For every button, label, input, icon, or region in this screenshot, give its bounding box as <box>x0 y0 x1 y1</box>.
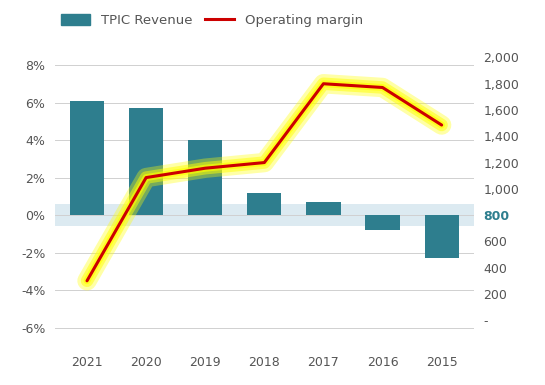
Bar <box>247 192 281 215</box>
Bar <box>54 204 474 226</box>
Bar <box>365 215 399 230</box>
Bar <box>188 140 222 215</box>
Bar <box>306 202 341 215</box>
Bar <box>70 100 104 215</box>
Legend: TPIC Revenue, Operating margin: TPIC Revenue, Operating margin <box>61 14 363 27</box>
Bar <box>425 215 459 258</box>
Bar <box>129 108 164 215</box>
